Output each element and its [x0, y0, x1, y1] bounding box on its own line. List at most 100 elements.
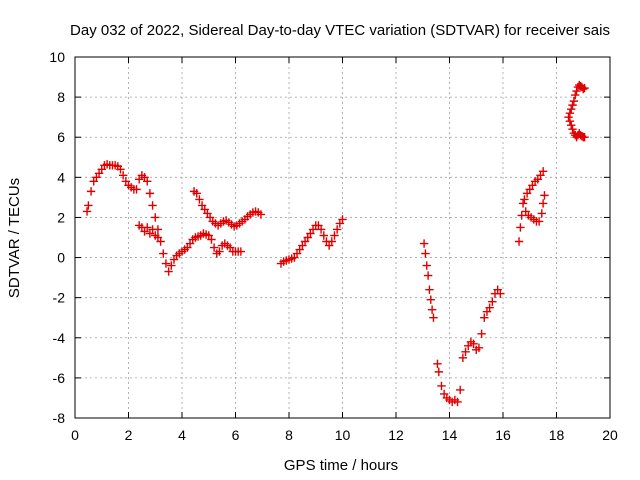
data-point: [143, 177, 152, 186]
y-tick-label: -8: [53, 410, 66, 426]
data-point: [215, 247, 224, 256]
x-tick-label: 8: [285, 427, 293, 443]
data-point: [426, 295, 435, 304]
data-point: [429, 313, 438, 322]
data-point: [534, 217, 544, 226]
data-point: [86, 187, 96, 196]
data-point: [580, 83, 589, 93]
data-point: [579, 84, 588, 94]
data-point: [209, 243, 219, 252]
x-tick-label: 14: [442, 427, 458, 443]
axis-ticks: 0 2 4 6 8 10 12 14 16 18 20 -8 -6 -4 -2 0 2 4 6 8 10: [49, 49, 618, 443]
data-point: [488, 297, 497, 306]
y-tick-label: 2: [57, 209, 65, 225]
x-tick-label: 18: [549, 427, 565, 443]
plot-frame: [74, 56, 611, 419]
data-point: [517, 211, 526, 220]
data-point: [568, 100, 577, 110]
data-point: [474, 343, 484, 353]
data-point: [572, 86, 581, 96]
data-point: [433, 359, 442, 369]
data-point: [419, 239, 429, 248]
y-tick-label: 8: [57, 89, 65, 105]
data-point: [485, 303, 494, 312]
data-points: [82, 80, 589, 407]
data-point: [571, 90, 580, 100]
data-point: [116, 165, 125, 174]
chart-title: Day 032 of 2022, Sidereal Day-to-day VTE…: [70, 22, 610, 39]
data-point: [236, 247, 246, 256]
y-tick-label: 6: [57, 129, 65, 145]
data-point: [422, 261, 431, 270]
data-point: [151, 213, 160, 222]
data-point: [327, 237, 336, 246]
data-point: [480, 313, 489, 322]
data-point: [514, 237, 524, 246]
data-point: [132, 185, 141, 194]
y-tick-label: -6: [53, 370, 66, 386]
data-point: [148, 201, 157, 210]
data-point: [537, 209, 546, 218]
data-point: [256, 210, 266, 219]
y-tick-label: 0: [57, 250, 65, 266]
y-axis-label: SDTVAR / TECUs: [6, 178, 23, 298]
x-tick-label: 20: [602, 427, 618, 443]
data-point: [425, 285, 434, 294]
data-point: [118, 171, 128, 180]
data-point: [458, 353, 468, 363]
data-point: [520, 195, 529, 204]
data-point: [148, 225, 157, 234]
data-point: [565, 116, 575, 126]
data-point: [192, 189, 201, 198]
x-tick-label: 4: [178, 427, 186, 443]
data-point: [164, 267, 173, 276]
data-point: [456, 385, 465, 395]
data-point: [580, 133, 589, 142]
data-point: [153, 233, 163, 242]
data-point: [195, 195, 204, 204]
data-point: [421, 249, 430, 258]
y-tick-label: -4: [53, 330, 66, 346]
data-point: [567, 120, 576, 130]
data-point: [161, 259, 171, 268]
x-tick-label: 0: [71, 427, 79, 443]
x-tick-label: 6: [232, 427, 240, 443]
x-tick-label: 10: [335, 427, 351, 443]
data-point: [496, 289, 505, 298]
data-point: [538, 167, 548, 176]
grid: [75, 57, 610, 418]
y-tick-label: 4: [57, 169, 65, 185]
y-tick-label: -2: [53, 290, 66, 306]
x-tick-label: 16: [495, 427, 511, 443]
data-point: [319, 231, 328, 240]
data-point: [207, 235, 216, 244]
data-point: [423, 271, 433, 280]
x-tick-label: 2: [125, 427, 133, 443]
data-point: [167, 261, 176, 270]
data-point: [477, 329, 486, 338]
data-point: [565, 108, 575, 118]
data-point: [159, 249, 168, 258]
data-point: [569, 96, 579, 106]
data-point: [564, 112, 573, 122]
data-point: [332, 225, 342, 234]
data-point: [143, 223, 152, 232]
data-point: [82, 207, 92, 216]
data-point: [427, 305, 437, 314]
x-tick-label: 12: [388, 427, 404, 443]
data-point: [330, 231, 339, 240]
data-point: [469, 339, 478, 348]
data-point: [84, 201, 93, 210]
y-tick-label: 10: [49, 49, 65, 65]
data-point: [538, 199, 548, 208]
data-point: [567, 104, 576, 114]
data-point: [453, 397, 462, 407]
x-axis-label: GPS time / hours: [284, 457, 398, 474]
data-point: [540, 191, 549, 200]
data-point: [434, 367, 443, 377]
data-point: [145, 189, 155, 198]
data-point: [518, 199, 528, 208]
data-point: [437, 381, 446, 391]
data-point: [316, 225, 326, 234]
